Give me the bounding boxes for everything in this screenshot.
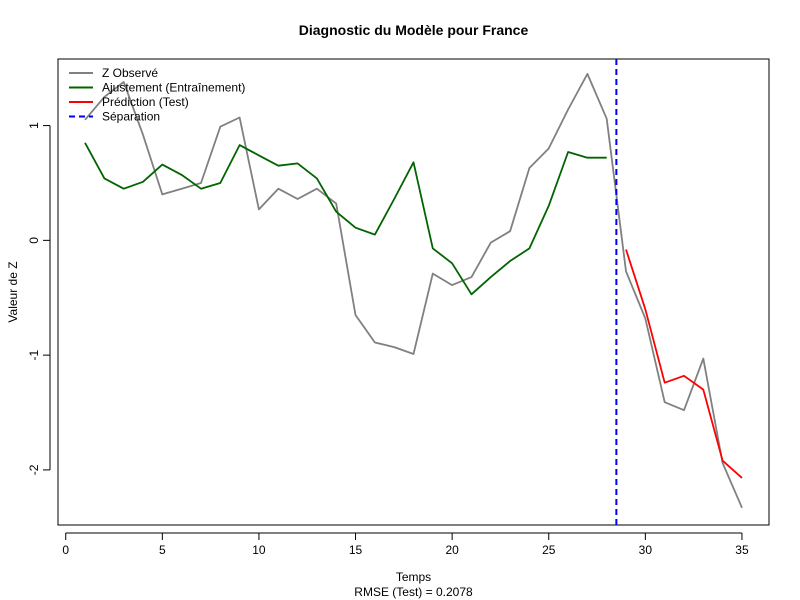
legend-label: Z Observé (102, 66, 158, 80)
chart-title: Diagnostic du Modèle pour France (299, 22, 529, 38)
legend-label: Ajustement (Entraînement) (102, 81, 245, 95)
series-line-1 (84, 142, 607, 296)
y-axis-label: Valeur de Z (6, 261, 20, 322)
x-tick-label: 25 (542, 543, 556, 557)
x-tick-label: 15 (349, 543, 363, 557)
series-layer (84, 59, 743, 525)
x-axis-label: Temps (396, 570, 431, 584)
x-tick-label: 30 (639, 543, 653, 557)
x-tick-label: 0 (62, 543, 69, 557)
y-tick-label: -1 (27, 349, 41, 360)
x-tick-label: 10 (252, 543, 266, 557)
y-tick-label: -2 (27, 464, 41, 475)
legend-label: Séparation (102, 110, 160, 124)
x-tick-label: 20 (445, 543, 459, 557)
series-line-0 (84, 73, 743, 509)
series-line-2 (625, 249, 743, 479)
x-tick-label: 35 (735, 543, 749, 557)
x-tick-label: 5 (159, 543, 166, 557)
legend-label: Prédiction (Test) (102, 95, 189, 109)
plot-area-frame (57, 58, 770, 526)
axes: 0 5 10 15 20 25 30 35 -2 -1 0 1 (27, 122, 749, 557)
y-tick-label: 1 (27, 122, 41, 129)
y-tick-label: 0 (27, 237, 41, 244)
rmse-annotation: RMSE (Test) = 0.2078 (354, 585, 473, 599)
